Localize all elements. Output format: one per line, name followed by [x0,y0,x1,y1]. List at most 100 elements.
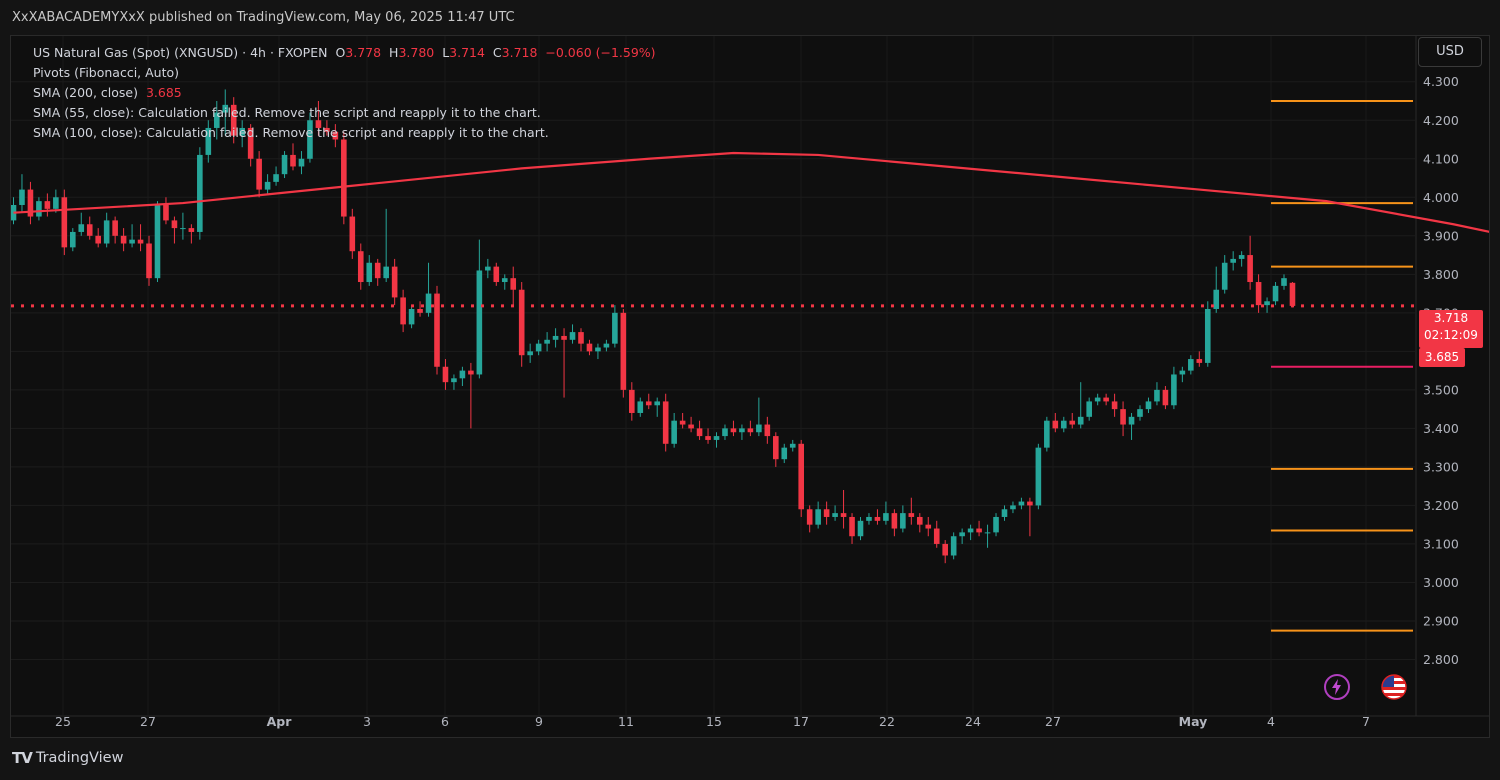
candle-body [578,332,584,344]
candle-body [823,509,830,517]
legend-low: 3.714 [449,45,485,60]
legend-open-label: O [335,45,346,60]
candle-body [408,308,415,325]
y-tick-label: 4.200 [1423,113,1459,128]
candle-body [357,251,364,283]
x-tick-label: 17 [793,714,809,729]
candle-body [883,513,889,521]
tradingview-logo[interactable]: TV TradingView [12,749,123,767]
candle-body [976,528,982,533]
candle-body [230,104,237,136]
candle-body [764,424,771,437]
legend-sma200[interactable]: SMA (200, close) 3.685 [33,85,182,100]
chart-panel[interactable]: 2.800 2.900 3.000 3.100 3.200 3.300 3.400 3.500… [10,35,1490,738]
candle-body [739,428,745,433]
legend-open: 3.778 [345,45,382,60]
candle-body [1162,389,1169,406]
candle-body [1272,285,1279,302]
candle-body [341,139,347,217]
candle-body [950,536,957,556]
legend-close: 3.718 [501,45,538,60]
y-tick-label: 3.100 [1423,536,1459,551]
candle-body [874,516,881,521]
legend-pivots[interactable]: Pivots (Fibonacci, Auto) [33,65,180,80]
candle-body [391,266,398,298]
candle-body [773,436,779,460]
candle-body [501,278,508,283]
candle-body [197,154,203,232]
candle-body [349,216,356,252]
candle-body [154,204,161,279]
candle-body [544,339,550,344]
candle-body [1111,401,1118,410]
candle-body [451,378,457,383]
y-tick-label: 3.800 [1423,267,1459,282]
y-tick-label: 3.300 [1423,459,1459,474]
candle-body [1188,359,1194,371]
x-tick-label: 25 [55,714,71,729]
currency-selector[interactable]: USD [1418,37,1482,67]
x-tick-label: 3 [363,714,371,729]
candle-body [671,420,677,444]
candle-body [188,228,195,232]
candle-body [1281,278,1287,286]
candle-body [366,262,373,283]
candle-body [722,428,728,437]
legend-sma200-value: 3.685 [145,85,182,100]
candle-body [527,351,533,356]
candle-body [781,447,788,460]
legend-sma55[interactable]: SMA (55, close): Calculation failed. Rem… [33,105,541,120]
x-tick-label: 22 [879,714,895,729]
candle-body [1179,370,1186,375]
y-tick-label: 3.200 [1423,498,1459,513]
y-tick-label: 2.900 [1423,613,1459,628]
candle-body [730,428,737,433]
candle-body [332,131,339,140]
candle-body [434,293,440,367]
candle-body [69,231,76,248]
candle-body [569,332,576,340]
candle-body [1154,389,1160,402]
candle-body [1060,420,1067,429]
candle-body [1094,397,1101,402]
us-flag-icon[interactable] [1381,674,1407,700]
candle-body [290,154,296,167]
lightning-icon[interactable] [1324,674,1350,700]
candle-body [1289,282,1296,306]
candle-body [1010,505,1016,510]
candle-body [612,312,618,344]
candle-body [603,343,610,348]
price-chart[interactable]: 2.800 2.900 3.000 3.100 3.200 3.300 3.400 3.500… [11,36,1489,737]
x-tick-label: 27 [1045,714,1061,729]
candle-body [756,424,762,433]
candle-body [476,270,483,375]
candle-body [44,201,51,209]
legend-sma100[interactable]: SMA (100, close): Calculation failed. Re… [33,125,549,140]
bar-countdown: 02:12:09 [1424,328,1478,342]
candle-body [662,401,669,444]
legend-sma200-label: SMA (200, close) [33,85,138,100]
candle-body [1196,359,1203,363]
candle-body [1255,282,1262,306]
candle-body [61,197,68,248]
candle-body [247,127,254,159]
candle-body [146,243,152,279]
candle-body [535,343,542,352]
candle-body [442,366,449,383]
candle-body [137,239,144,244]
candle-body [120,235,127,244]
candle-body [485,266,491,271]
candle-body [205,127,212,155]
x-tick-label: Apr [267,714,293,729]
x-tick-label: May [1179,714,1208,729]
y-tick-label: 4.000 [1423,190,1459,205]
candle-body [86,224,93,236]
candle-body [552,335,559,340]
candle-body [1230,258,1236,263]
candle-body [1128,416,1135,425]
legend-high: 3.780 [398,45,435,60]
candle-body [806,509,813,525]
legend-symbol[interactable]: US Natural Gas (Spot) (XNGUSD) · 4h · FX… [33,45,328,60]
candle-body [459,370,466,379]
candle-body [1247,255,1253,283]
